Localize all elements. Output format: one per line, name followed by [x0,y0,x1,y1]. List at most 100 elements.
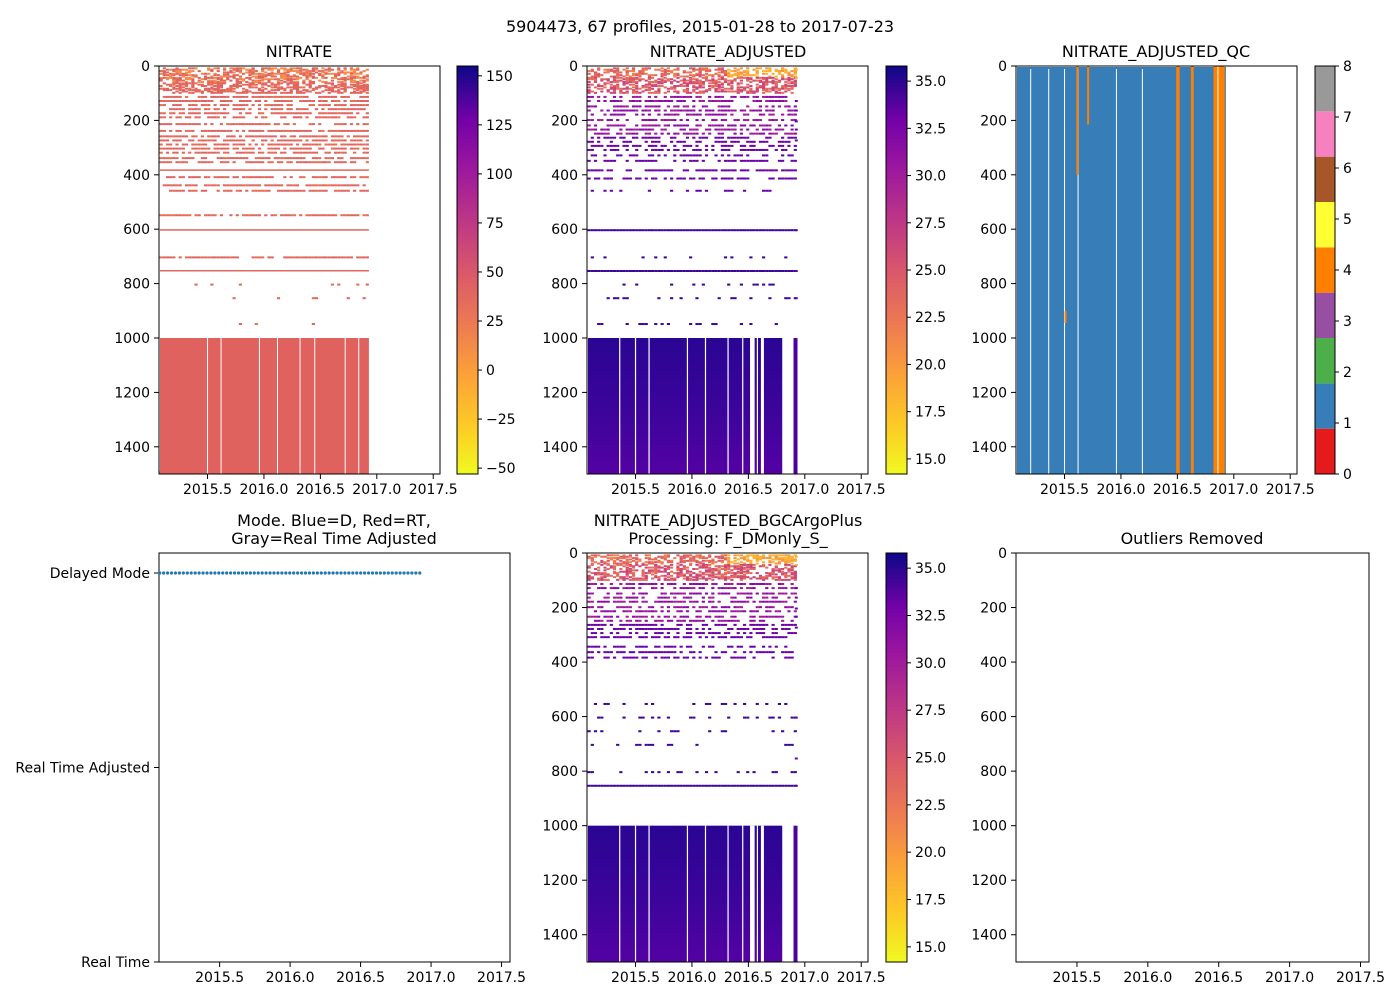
nitrate-cell [302,108,306,111]
bgcargoplus-cell [606,592,610,595]
nitrate-cell [286,123,290,126]
nitrate-cell [353,184,357,187]
nitrate-adjusted-cell [641,70,645,73]
nitrate-adjusted-cell [730,70,734,73]
nitrate-adjusted-cell [746,105,750,108]
bgcargoplus-cell [704,577,709,580]
nitrate-adjusted-cell [673,124,677,127]
nitrate-cell [346,256,350,259]
bgcargoplus-cell [746,600,750,603]
bgcargoplus-cell [641,573,645,576]
nitrate-cell [207,87,211,90]
nitrate-adjusted-cell [723,177,728,180]
bgcargoplus-cell [600,573,604,576]
nitrate-adjusted-cell [736,72,740,75]
nitrate-cell [175,161,179,164]
nitrate-adjusted-cell [727,124,731,127]
bgcargoplus-cell [676,574,680,577]
nitrate-adjusted-cell [746,91,750,94]
bgcargoplus-cell [698,577,702,580]
bgcargoplus-cell [771,627,775,630]
nitrate-adjusted-cell [752,159,756,162]
bgcargoplus-cell [597,619,601,622]
bgcargoplus-cell [644,557,648,560]
bgcargoplus-cell [777,592,782,595]
bgcargoplus-cell [619,606,623,609]
nitrate-adjusted-cell [657,169,661,172]
bgcargoplus-cell [666,573,671,576]
nitrate-cell [257,161,262,164]
nitrate-adjusted-cell [692,136,696,139]
nitrate-adjusted-cell [727,87,731,90]
bgcargoplus-cell [768,716,772,719]
nitrate-adjusted-cell [768,70,772,73]
nitrate-cell [365,78,369,81]
nitrate-adjusted-cell [685,119,690,122]
nitrate-adjusted-cell [647,128,652,131]
nitrate-adjusted-cell [762,91,766,94]
nitrate-cell [251,147,255,150]
bgcargoplus-cell [742,592,747,595]
nitrate-adjusted-cell [597,136,601,139]
nitrate-cell [238,85,243,88]
bgcargoplus-cell [771,606,775,609]
bgcargoplus-cell [727,716,731,719]
nitrate-cell [267,95,271,98]
nitrate-cell [191,89,195,92]
nitrate-cell [172,68,176,71]
nitrate-adjusted-cell [682,154,686,157]
nitrate-adjusted-cell [723,128,728,131]
nitrate-adjusted-cell [682,124,686,127]
nitrate-adjusted-cell [657,82,661,85]
nitrate-cell [283,176,287,179]
nitrate-cell [226,100,230,102]
nitrate-adjusted-cell [698,70,702,73]
bgcargoplus-cell [752,771,756,774]
bgcargoplus-cell [597,578,601,581]
nitrate-cell [299,139,303,142]
nitrate-cell [181,123,185,126]
bgcargoplus-title-line1: NITRATE_ADJUSTED_BGCArgoPlus [594,511,863,531]
bgcargoplus-cell [787,578,791,581]
bgcargoplus-cell [698,562,702,565]
bgcargoplus-cell [733,619,737,622]
nitrate-adjusted-cell [606,82,610,85]
nitrate-adjusted-cell [647,189,652,192]
bgcargoplus-cell [644,561,648,564]
bgcargoplus-cell [749,610,753,613]
nitrate-cell [295,85,300,88]
bgcargoplus-cell [644,632,648,635]
nitrate-adjusted-cell [631,74,636,77]
bgcargoplus-cell [742,563,747,566]
nitrate-adjusted-cell [739,82,743,85]
bgcargoplus-cell [666,716,671,719]
nitrate-adjusted-cell [647,105,652,108]
nitrate-cell [175,135,179,138]
nitrate-cell [210,82,214,85]
nitrate-cell [232,104,236,107]
nitrate-cell [248,143,252,146]
nitrate-adjusted-cell [739,132,743,135]
nitrate-cell [267,256,271,259]
nitrate-adjusted-cell [742,270,747,272]
bgcargoplus-cell [749,645,753,648]
nitrate-cell [321,100,325,102]
nitrate-cell [232,157,236,160]
qc-flag4-profile [1176,66,1180,474]
bgcargoplus-cell [774,615,778,618]
nitrate-cell [188,108,192,111]
nitrate-adjusted-cell [704,75,709,78]
nitrate-cell [305,129,309,132]
nitrate-adjusted-cell [727,270,731,272]
nitrate-adjusted-cell [793,71,797,74]
nitrate-cell [226,161,230,164]
bgcargoplus-cell [774,554,778,557]
nitrate-cell [299,157,303,160]
bgcargoplus-cell [616,562,620,565]
nitrate-adjusted-cell [609,83,613,86]
nitrate-cell [188,123,192,126]
nitrate-cell [178,139,182,142]
nitrate-cell [159,123,163,126]
nitrate-cell [197,95,201,98]
nitrate-cell [280,82,284,85]
